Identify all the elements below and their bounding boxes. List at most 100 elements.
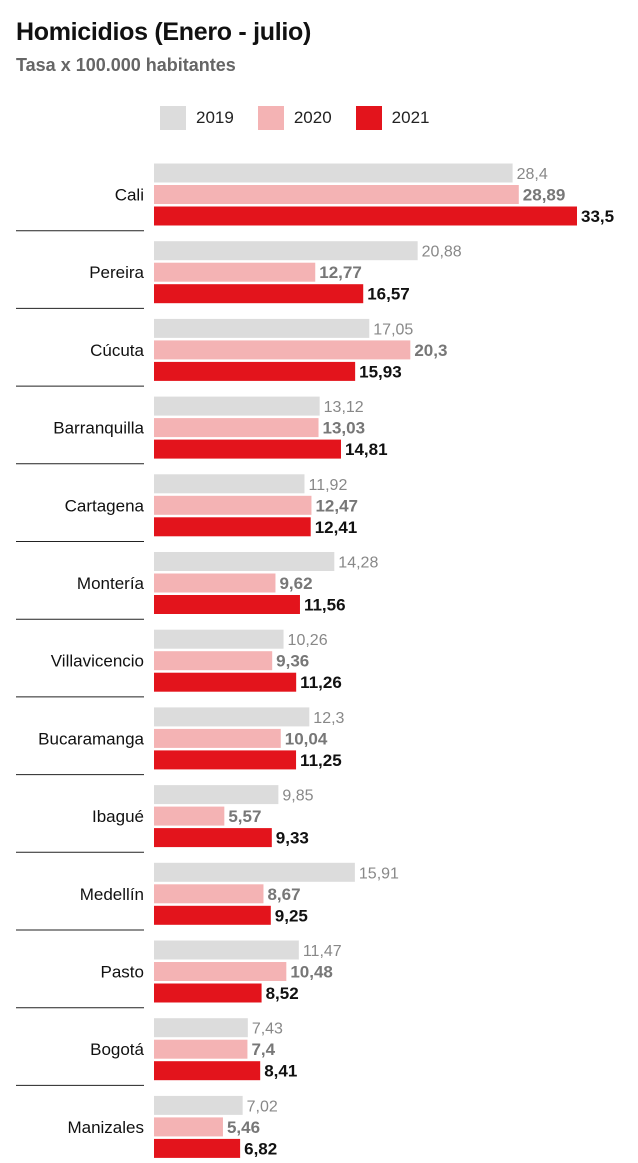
category-label-manizales: Manizales [67,1118,144,1137]
data-label-barranquilla-2020: 13,03 [323,419,366,438]
bar-chart: Cali 28,4 28,89 33,5 Pereira 20,88 12,77 16,57 C… [16,163,614,1158]
data-label-manizales-2020: 5,46 [227,1118,260,1137]
category-label-monteria: Montería [77,574,145,593]
bar-pasto-2020 [154,962,287,981]
category-label-cali: Cali [115,186,144,205]
bar-pereira-2019 [154,241,418,261]
legend-item-2019: 2019 [160,106,234,130]
data-label-cali-2019: 28,4 [517,166,548,183]
data-label-pereira-2021: 16,57 [367,285,410,304]
category-label-pereira: Pereira [89,263,144,282]
legend-label-2020: 2020 [293,108,332,127]
bar-pereira-2021 [154,284,364,304]
bar-manizales-2020 [154,1117,223,1137]
data-label-pasto-2020: 10,48 [290,963,333,982]
bar-cartagena-2021 [154,517,311,537]
bar-barranquilla-2021 [154,439,342,459]
category-label-bogota: Bogotá [90,1040,144,1059]
bar-medellin-2019 [154,862,355,882]
data-label-cartagena-2019: 11,92 [309,477,348,494]
data-label-medellin-2021: 9,25 [275,906,308,925]
bar-ibague-2021 [154,828,272,848]
legend-label-2021: 2021 [391,108,430,127]
data-label-cali-2021: 33,5 [581,207,614,226]
data-label-ibague-2019: 9,85 [282,788,313,805]
category-label-ibague: Ibagué [92,807,144,826]
legend-swatch-2021 [355,106,382,130]
legend-swatch-2019 [160,106,186,130]
data-label-pereira-2020: 12,77 [319,263,362,282]
data-label-bucaramanga-2019: 12,3 [313,710,344,727]
data-label-bucaramanga-2021: 11,25 [300,751,342,770]
bar-bogota-2021 [154,1061,261,1081]
data-label-cucuta-2019: 17,05 [373,321,413,338]
data-label-monteria-2020: 9,62 [279,574,312,593]
legend-item-2020: 2020 [257,106,332,130]
data-label-villavicencio-2020: 9,36 [276,652,309,671]
data-label-manizales-2019: 7,02 [247,1098,278,1115]
data-label-barranquilla-2021: 14,81 [345,440,388,459]
bar-manizales-2021 [154,1138,241,1158]
bar-cartagena-2019 [154,474,305,494]
legend-label-2019: 2019 [196,108,234,127]
data-label-monteria-2021: 11,56 [304,596,346,615]
data-label-monteria-2019: 14,28 [338,555,378,572]
data-label-cali-2020: 28,89 [523,186,566,205]
data-label-bogota-2021: 8,41 [264,1062,297,1081]
bar-cali-2021 [154,206,577,226]
category-label-barranquilla: Barranquilla [53,419,144,438]
data-label-villavicencio-2019: 10,26 [288,632,328,649]
data-label-bogota-2019: 7,43 [252,1021,283,1038]
legend-swatch-2020 [257,106,284,130]
legend-item-2021: 2021 [355,106,430,130]
category-label-medellin: Medellín [80,885,144,904]
data-label-cartagena-2020: 12,47 [315,496,358,515]
data-label-pereira-2019: 20,88 [422,244,462,261]
category-label-cucuta: Cúcuta [90,341,144,360]
bar-bucaramanga-2020 [154,728,281,748]
bar-bucaramanga-2021 [154,750,297,770]
data-label-manizales-2021: 6,82 [244,1139,277,1158]
bar-ibague-2019 [154,785,279,805]
bar-cali-2020 [154,185,519,204]
bar-pasto-2019 [154,940,299,960]
bar-cali-2019 [154,163,513,183]
data-label-pasto-2019: 11,47 [303,943,342,960]
bar-cucuta-2021 [154,361,356,381]
data-label-cucuta-2021: 15,93 [359,362,402,381]
bar-monteria-2019 [154,552,335,571]
data-label-ibague-2020: 5,57 [228,807,261,826]
data-label-medellin-2019: 15,91 [359,865,399,882]
chart-title: Homicidios (Enero - julio) [16,18,311,46]
bar-barranquilla-2020 [154,418,319,438]
bar-medellin-2020 [154,884,264,904]
category-label-villavicencio: Villavicencio [51,652,144,671]
bar-villavicencio-2019 [154,629,284,649]
data-label-bogota-2020: 7,4 [251,1040,275,1059]
data-label-bucaramanga-2020: 10,04 [285,729,328,748]
bar-cucuta-2019 [154,318,370,338]
bar-manizales-2019 [154,1095,243,1115]
bar-villavicencio-2021 [154,672,297,692]
bar-villavicencio-2020 [154,651,273,671]
bar-cucuta-2020 [154,340,411,360]
chart-subtitle: Tasa x 100.000 habitantes [16,55,236,75]
bar-pereira-2020 [154,262,316,282]
category-label-cartagena: Cartagena [65,496,145,515]
bar-bucaramanga-2019 [154,707,310,727]
data-label-villavicencio-2021: 11,26 [300,673,342,692]
bar-medellin-2021 [154,905,271,925]
data-label-ibague-2021: 9,33 [276,829,309,848]
bar-bogota-2019 [154,1018,248,1038]
data-label-cucuta-2020: 20,3 [414,341,447,360]
data-label-pasto-2021: 8,52 [266,984,299,1003]
bar-barranquilla-2019 [154,396,320,416]
bar-pasto-2021 [154,983,262,1003]
data-label-medellin-2020: 8,67 [267,885,300,904]
category-label-pasto: Pasto [101,963,144,982]
category-label-bucaramanga: Bucaramanga [38,729,144,748]
bar-monteria-2020 [154,573,276,593]
bar-bogota-2020 [154,1039,248,1059]
data-label-cartagena-2021: 12,41 [315,518,358,537]
legend: 2019 2020 2021 [160,105,453,131]
